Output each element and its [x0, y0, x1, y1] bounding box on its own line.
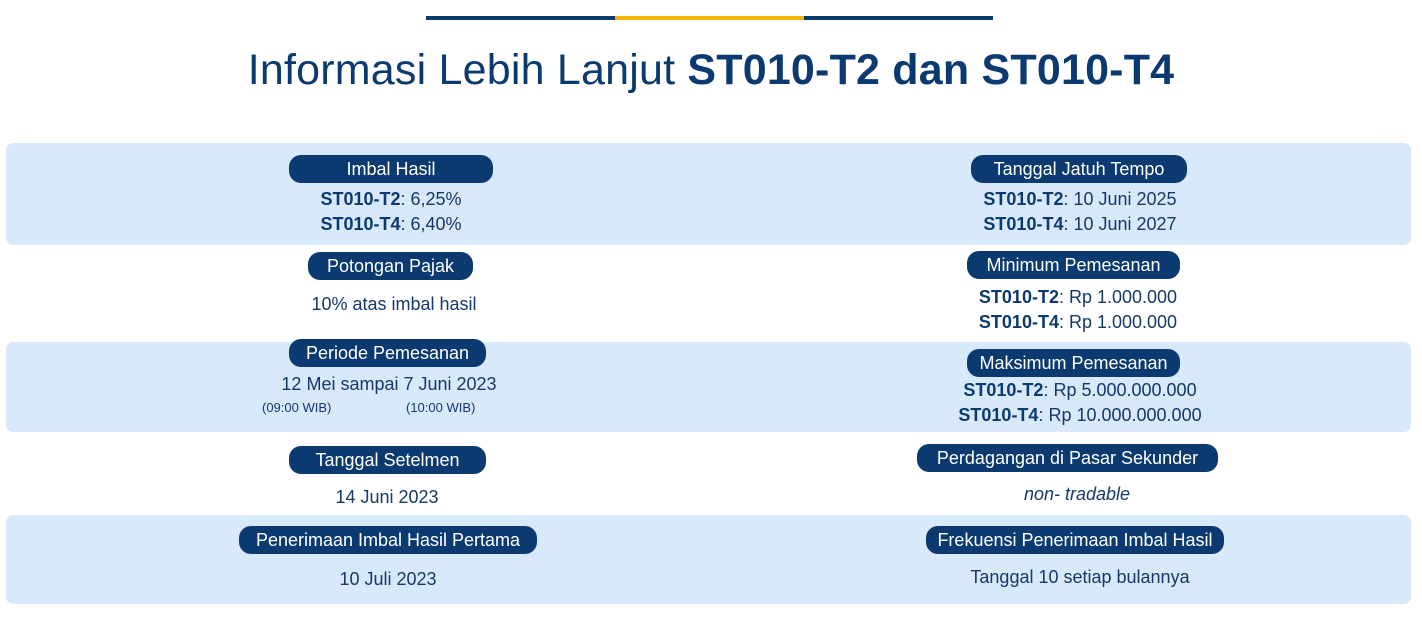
value-t4: : Rp 1.000.000: [1058, 312, 1178, 332]
imbal-hasil-t2: ST010-T2: 6,25%: [0, 189, 782, 210]
code-t2: ST010-T2: [320, 189, 401, 209]
tanggal-setelmen-label: Tanggal Setelmen: [289, 446, 486, 474]
jatuh-tempo-t4: ST010-T4: 10 Juni 2027: [710, 214, 1422, 235]
value-t4: : 10 Juni 2027: [1063, 214, 1177, 234]
potongan-pajak-label: Potongan Pajak: [308, 252, 473, 280]
decorative-top-bar: [426, 16, 993, 20]
pasar-sekunder-label: Perdagangan di Pasar Sekunder: [917, 444, 1218, 472]
value-t4: : 6,40%: [400, 214, 462, 234]
code-t4: ST010-T4: [978, 312, 1059, 332]
minimum-pemesanan-label: Minimum Pemesanan: [967, 251, 1180, 279]
frekuensi-value: Tanggal 10 setiap bulannya: [970, 567, 1190, 587]
imbal-pertama-label: Penerimaan Imbal Hasil Pertama: [239, 526, 537, 554]
maksimum-pemesanan-t2: ST010-T2: Rp 5.000.000.000: [710, 380, 1422, 401]
pasar-sekunder-value: non- tradable: [1023, 484, 1131, 504]
imbal-hasil-t4: ST010-T4: 6,40%: [0, 214, 782, 235]
tanggal-setelmen-value: 14 Juni 2023: [335, 487, 439, 507]
code-t2: ST010-T2: [978, 287, 1059, 307]
maksimum-pemesanan-t4: ST010-T4: Rp 10.000.000.000: [710, 405, 1422, 426]
value-t2: : 6,25%: [400, 189, 462, 209]
imbal-hasil-label: Imbal Hasil: [289, 155, 493, 183]
title-prefix: Informasi Lebih Lanjut: [247, 46, 688, 94]
code-t4: ST010-T4: [983, 214, 1064, 234]
top-bar-segment-navy-right: [804, 16, 993, 20]
top-bar-segment-navy-left: [426, 16, 615, 20]
frekuensi-label: Frekuensi Penerimaan Imbal Hasil: [926, 526, 1224, 554]
value-t2: : Rp 5.000.000.000: [1043, 380, 1197, 400]
periode-pemesanan-value: 12 Mei sampai 7 Juni 2023: [281, 374, 497, 394]
code-t4: ST010-T4: [320, 214, 401, 234]
value-t4: : Rp 10.000.000.000: [1038, 405, 1202, 425]
value-t2: : Rp 1.000.000: [1058, 287, 1178, 307]
value-t2: : 10 Juni 2025: [1063, 189, 1177, 209]
code-t2: ST010-T2: [963, 380, 1044, 400]
periode-pemesanan-label: Periode Pemesanan: [289, 339, 486, 367]
minimum-pemesanan-t2: ST010-T2: Rp 1.000.000: [710, 287, 1422, 308]
jatuh-tempo-label: Tanggal Jatuh Tempo: [971, 155, 1187, 183]
potongan-pajak-value: 10% atas imbal hasil: [311, 294, 477, 314]
imbal-pertama-value: 10 Juli 2023: [339, 569, 437, 589]
page-title: Informasi Lebih Lanjut ST010-T2 dan ST01…: [0, 46, 1422, 95]
periode-end-time: (10:00 WIB): [406, 400, 476, 415]
code-t2: ST010-T2: [983, 189, 1064, 209]
jatuh-tempo-t2: ST010-T2: 10 Juni 2025: [710, 189, 1422, 210]
top-bar-segment-yellow: [615, 16, 804, 20]
title-bold: ST010-T2 dan ST010-T4: [687, 46, 1175, 94]
maksimum-pemesanan-label: Maksimum Pemesanan: [967, 349, 1180, 377]
periode-start-time: (09:00 WIB): [262, 400, 332, 415]
minimum-pemesanan-t4: ST010-T4: Rp 1.000.000: [710, 312, 1422, 333]
code-t4: ST010-T4: [958, 405, 1039, 425]
